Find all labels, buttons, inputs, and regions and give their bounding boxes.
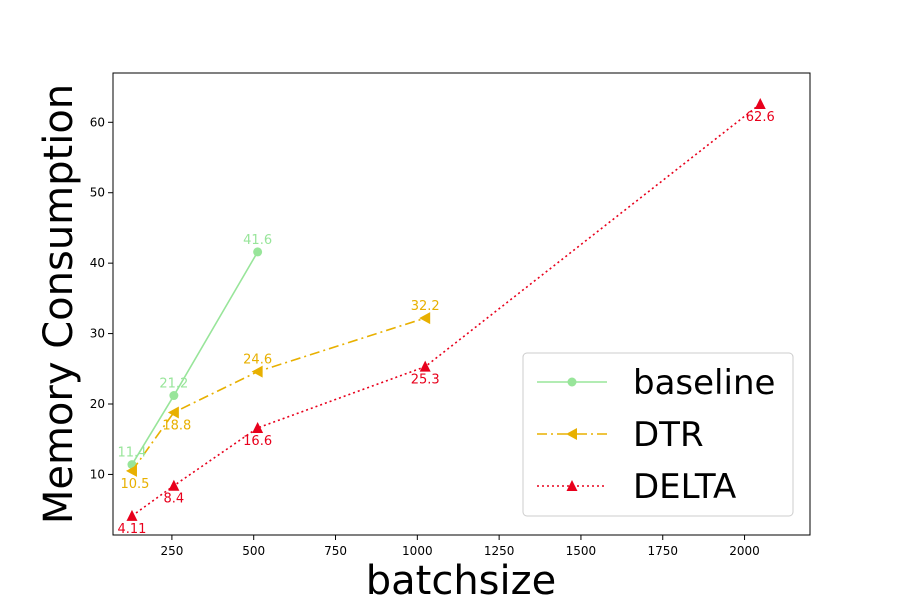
series-baseline	[127, 247, 263, 470]
data-label: 24.6	[243, 353, 272, 368]
y-tick-label: 40	[90, 256, 105, 270]
legend-marker	[566, 480, 578, 491]
x-tick-label: 1000	[402, 544, 433, 558]
data-label: 10.5	[121, 477, 150, 492]
x-tick-label: 2000	[729, 544, 760, 558]
plot-area-frame	[112, 72, 811, 536]
series-line-baseline	[131, 251, 259, 465]
data-label: 16.6	[243, 434, 272, 449]
x-tick-label: 750	[324, 544, 347, 558]
series-dtr	[125, 312, 431, 477]
data-point	[251, 365, 263, 378]
y-tick-label: 60	[90, 115, 105, 129]
data-point	[125, 464, 137, 477]
data-point	[169, 391, 179, 401]
y-axis-title: Memory Consumption	[36, 84, 82, 524]
legend-marker	[566, 428, 577, 440]
legend-marker	[567, 377, 577, 387]
data-label: 11.4	[118, 446, 147, 461]
data-label: 21.2	[159, 377, 188, 392]
data-point	[419, 312, 431, 325]
legend-entry-dtr: DTR	[537, 415, 704, 455]
data-point	[167, 406, 179, 419]
data-label-layer: 11.4 21.2 41.6 10.5 18.8 24.6 32.2 4.11 8.4 16.6 2…	[118, 110, 775, 537]
legend-entry-delta: DELTA	[537, 467, 736, 507]
legend-box	[522, 352, 794, 517]
series-delta	[126, 97, 766, 521]
legend-label: DELTA	[633, 467, 736, 507]
series-layer	[125, 97, 766, 521]
data-point	[126, 509, 138, 521]
x-tick-label: 250	[160, 544, 183, 558]
x-tick-label: 500	[242, 544, 265, 558]
legend-entry-baseline: baseline	[537, 363, 775, 403]
x-axis-ticks: 250 500 750 1000 1250 1500 1750 2000	[160, 535, 760, 558]
y-tick-label: 10	[90, 467, 105, 481]
y-axis-ticks: 10 20 30 40 50 60	[90, 115, 113, 481]
legend-label: baseline	[633, 363, 775, 403]
x-tick-label: 1250	[484, 544, 515, 558]
y-tick-label: 50	[90, 186, 105, 200]
series-line-dtr	[131, 317, 426, 472]
data-label: 18.8	[162, 418, 191, 433]
data-point	[168, 479, 180, 491]
x-tick-label: 1750	[647, 544, 678, 558]
data-label: 4.11	[118, 522, 147, 537]
data-label: 62.6	[746, 110, 775, 125]
y-tick-label: 30	[90, 327, 105, 341]
data-point	[253, 247, 263, 257]
x-tick-label: 1500	[566, 544, 597, 558]
data-point	[419, 360, 431, 372]
data-label: 25.3	[411, 373, 440, 388]
y-tick-label: 20	[90, 397, 105, 411]
data-label: 8.4	[164, 492, 185, 507]
data-label: 32.2	[411, 299, 440, 314]
x-axis-title: batchsize	[366, 558, 557, 600]
data-point	[252, 421, 264, 433]
data-label: 41.6	[243, 233, 272, 248]
legend-label: DTR	[633, 415, 704, 455]
data-point	[754, 97, 766, 109]
legend: baseline DTR DELTA	[522, 352, 794, 517]
